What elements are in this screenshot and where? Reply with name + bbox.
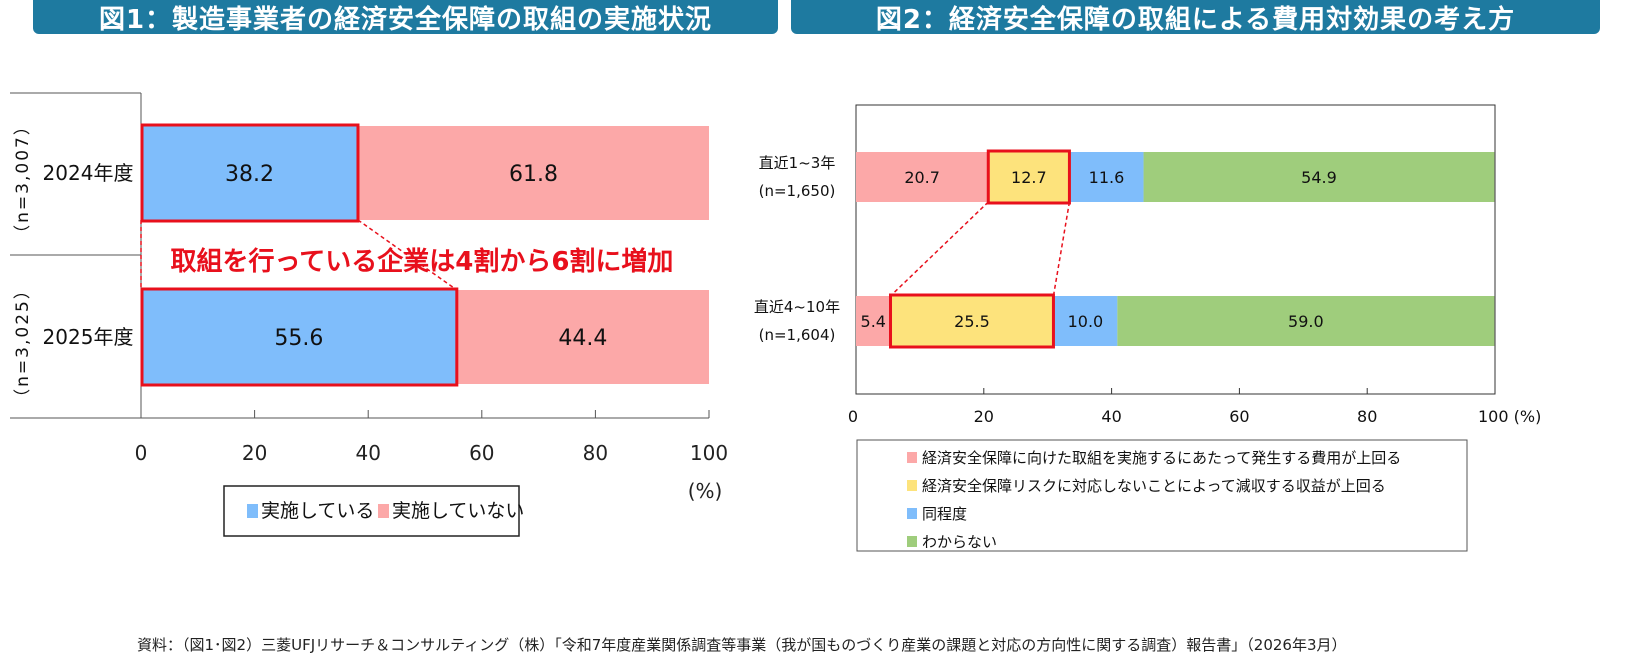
bar-segment [456,290,709,384]
connector-line [889,201,989,297]
data-label: 61.8 [509,162,558,187]
legend-label: わからない [922,533,997,551]
x-tick-label: 40 [1101,407,1121,426]
legend-swatch [907,452,917,463]
plot-frame [855,104,1496,395]
sample-size-label: （n=3,007） [13,116,33,242]
category-label: 直近1~3年 [759,154,836,172]
x-tick-label: 0 [848,407,858,426]
data-label: 38.2 [225,162,274,187]
data-label: 54.9 [1301,168,1337,187]
bar-segment [1053,296,1118,346]
data-label: 44.4 [558,326,607,351]
x-tick-label: 40 [355,441,380,465]
bar-segment [357,126,709,220]
figure1-chart: 0 20 40 60 80 100 (%) 2024年度 （n=3,007） 2025年度 （n=3… [10,92,728,537]
highlight-box [889,293,1055,349]
bar-segment [1069,152,1144,202]
bar-segment [141,126,358,220]
bar-segment [1143,152,1495,202]
figure1-title: 図1：製造事業者の経済安全保障の取組の実施状況 [33,0,778,35]
data-label: 11.6 [1089,168,1125,187]
highlight-box [986,149,1071,205]
highlight-box [140,287,459,387]
data-label: 55.6 [274,326,323,351]
connector-line [1052,201,1071,297]
legend-swatch [907,508,917,519]
data-label: 10.0 [1068,312,1104,331]
x-tick-label: 60 [469,441,494,465]
legend-box [223,485,520,537]
x-tick-label: 20 [242,441,267,465]
legend-label: 経済安全保障リスクに対応しないことによって減収する収益が上回る [922,477,1386,495]
category-sample-size: (n=1,650) [759,182,836,200]
x-tick-label: 0 [135,441,148,465]
x-tick-label: 80 [583,441,608,465]
bar-segment [856,152,989,202]
legend-swatch [907,480,917,491]
annotation-text: 取組を行っている企業は4割から6割に増加 [171,246,674,277]
bar-segment [856,296,891,346]
legend-box [856,439,1468,552]
figure2-chart: 0 20 40 60 80 100 (%) 直近1~3年 (n=1,650) 直近4~10年 (n… [754,104,1541,552]
category-label: 直近4~10年 [754,298,840,316]
x-tick-label: 100 [690,441,728,465]
highlight-box [140,123,360,223]
bar-segment [1117,296,1495,346]
data-label: 5.4 [861,312,886,331]
figure2-title: 図2：経済安全保障の取組による費用対効果の考え方 [791,0,1600,35]
legend-swatch [247,504,258,518]
category-label: 2025年度 [43,325,134,349]
x-tick-label: 100 (%) [1478,407,1541,426]
legend-label: 経済安全保障に向けた取組を実施するにあたって発生する費用が上回る [922,449,1401,467]
bar-segment [988,152,1070,202]
sample-size-label: （n=3,025） [13,280,33,406]
category-sample-size: (n=1,604) [759,326,836,344]
x-tick-label: 60 [1229,407,1249,426]
category-label: 2024年度 [43,161,134,185]
data-label: 25.5 [954,312,990,331]
x-tick-label: 80 [1357,407,1377,426]
legend-label: 同程度 [922,505,967,523]
x-tick-label: 20 [974,407,994,426]
legend-label: 実施している [261,500,374,522]
data-label: 59.0 [1288,312,1324,331]
legend-swatch [378,504,389,518]
legend-label: 実施していない [392,500,524,522]
data-label: 12.7 [1011,168,1047,187]
data-label: 20.7 [904,168,940,187]
source-note: 資料：（図1･図2）三菱UFJリサーチ＆コンサルティング（株）「令和7年度産業関… [137,636,1347,654]
bar-segment [890,296,1054,346]
legend-swatch [907,536,917,547]
x-axis-unit: (%) [688,479,723,503]
bar-segment [141,290,457,384]
connector-line [357,219,458,291]
